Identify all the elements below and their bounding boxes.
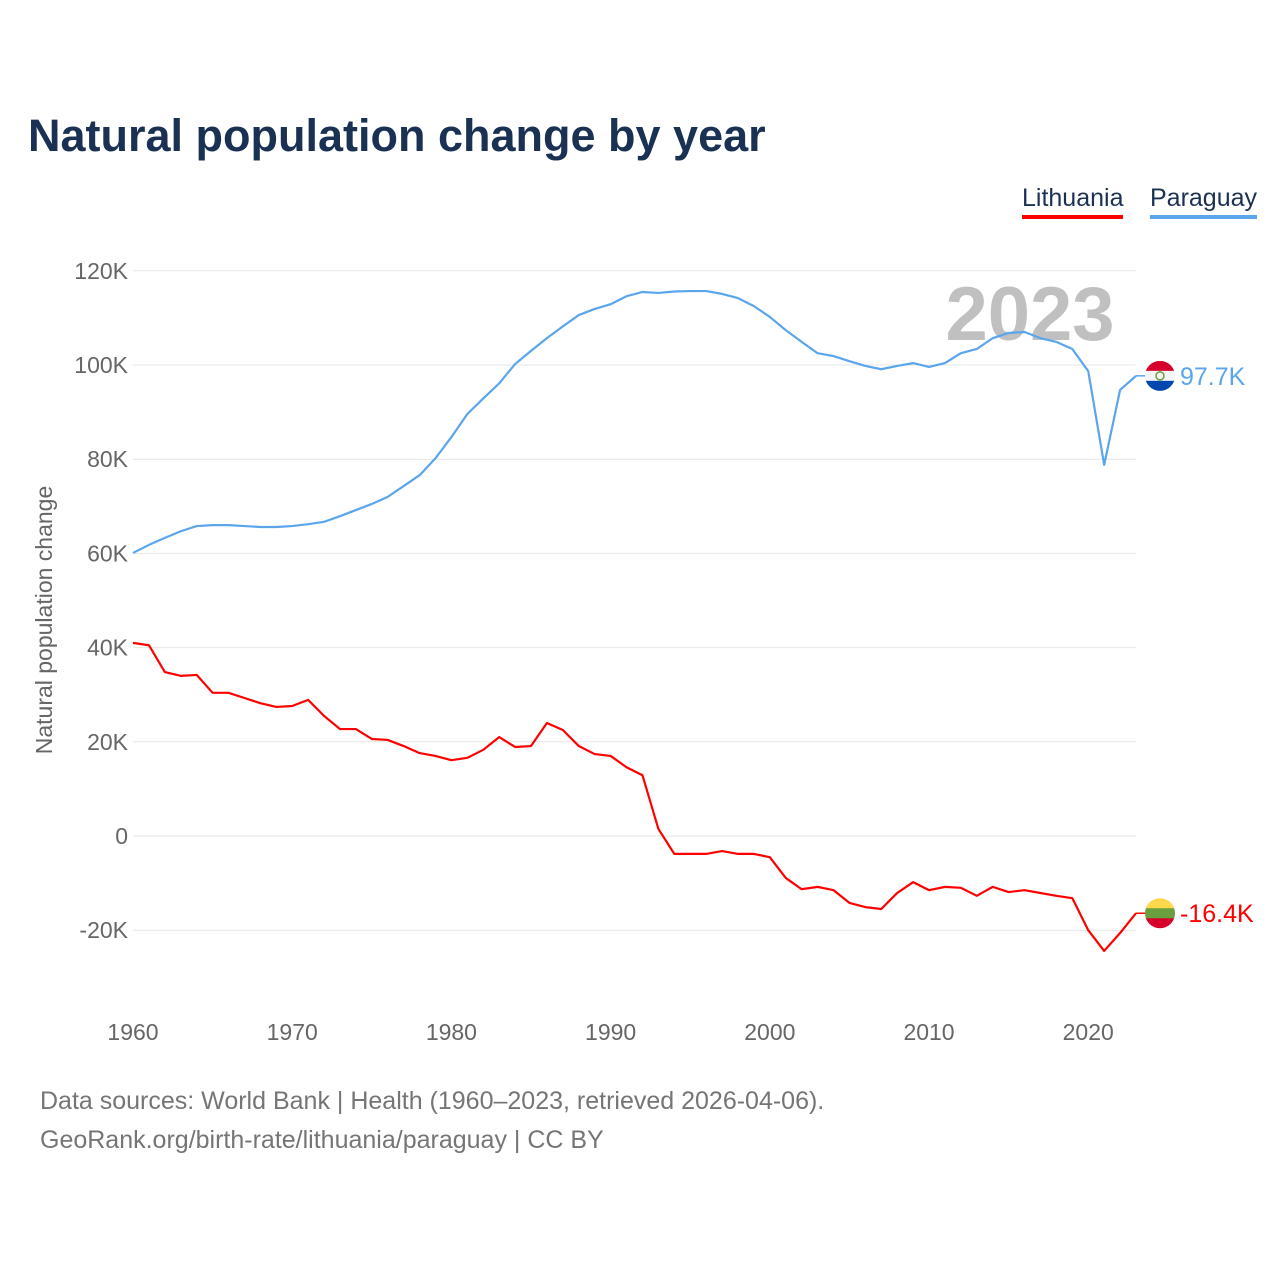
y-tick-label: 20K (87, 729, 129, 755)
flag-stripe (1145, 380, 1175, 391)
flag-stripe (1145, 360, 1175, 372)
y-tick-label: 0 (115, 823, 128, 849)
flag-emblem (1155, 371, 1165, 381)
x-tick-label: 1980 (426, 1019, 477, 1045)
x-tick-label: 1970 (267, 1019, 318, 1045)
x-tick-label: 1960 (107, 1019, 158, 1045)
y-tick-label: 80K (87, 446, 129, 472)
y-tick-label: -20K (79, 917, 128, 943)
end-value-label-lithuania: -16.4K (1180, 900, 1254, 928)
y-tick-label: 120K (74, 258, 128, 284)
flag-stripe (1145, 370, 1175, 382)
footer-source: Data sources: World Bank | Health (1960–… (40, 1087, 825, 1115)
flag-stripe (1145, 898, 1175, 909)
x-tick-label: 2000 (744, 1019, 795, 1045)
y-tick-label: 60K (87, 540, 129, 566)
y-tick-label: 100K (74, 352, 128, 378)
series-line-lithuania (132, 641, 1137, 953)
x-tick-label: 2010 (903, 1019, 954, 1045)
year-watermark: 2023 (945, 272, 1114, 357)
x-tick-label: 2020 (1063, 1019, 1114, 1045)
end-value-label-paraguay: 97.7K (1180, 363, 1246, 391)
y-tick-label: 40K (87, 635, 129, 661)
flag-stripe (1145, 908, 1175, 919)
legend-item-lithuania[interactable]: Lithuania (1022, 184, 1124, 219)
flag-stripe (1145, 918, 1175, 929)
footer-link[interactable]: GeoRank.org/birth-rate/lithuania/paragua… (40, 1126, 604, 1154)
lithuania-flag-icon (1145, 898, 1175, 929)
y-axis-label: Natural population change (31, 486, 57, 755)
chart-title: Natural population change by year (28, 110, 766, 161)
legend-item-paraguay[interactable]: Paraguay (1150, 184, 1258, 219)
series-line-paraguay (132, 289, 1137, 554)
x-tick-label: 1990 (585, 1019, 636, 1045)
paraguay-flag-icon (1145, 360, 1175, 391)
